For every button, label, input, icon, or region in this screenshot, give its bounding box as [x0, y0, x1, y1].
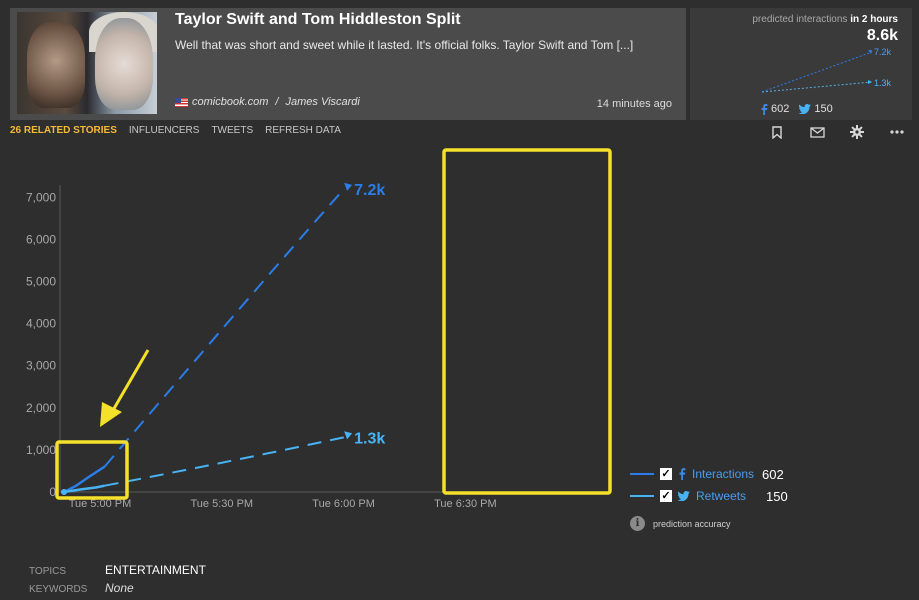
- legend-row-retweets[interactable]: ✓ Retweets 150: [630, 485, 788, 507]
- facebook-count: 602: [760, 103, 789, 115]
- mini-interactions-arrow: [868, 50, 872, 54]
- story-source: comicbook.com / James Viscardi: [175, 96, 360, 108]
- series-predicted-retweets: [104, 436, 345, 487]
- prediction-panel: predicted interactions in 2 hours 8.6k 7…: [690, 8, 912, 120]
- mini-interactions-label: 7.2k: [874, 47, 892, 57]
- tab-refresh-data[interactable]: REFRESH DATA: [265, 125, 341, 136]
- tab-related-stories[interactable]: 26 RELATED STORIES: [10, 125, 117, 136]
- series-end-arrow: [344, 182, 353, 191]
- x-tick-label: Tue 5:30 PM: [191, 498, 254, 510]
- twitter-icon: [678, 491, 690, 501]
- mini-retweets-label: 1.3k: [874, 78, 892, 88]
- prediction-label: predicted interactions in 2 hours: [752, 14, 898, 25]
- y-tick-label: 6,000: [26, 232, 56, 246]
- x-tick-label: Tue 5:00 PM: [69, 498, 132, 510]
- story-title[interactable]: Taylor Swift and Tom Hiddleston Split: [175, 11, 461, 28]
- legend-value-interactions: 602: [762, 466, 784, 482]
- prediction-counts: 602 150: [760, 103, 833, 115]
- more-icon[interactable]: [889, 124, 905, 140]
- mini-interactions-line: [761, 51, 873, 93]
- story-tabs: 26 RELATED STORIES INFLUENCERS TWEETS RE…: [10, 125, 341, 136]
- us-flag-icon: [175, 97, 188, 107]
- series-predicted-interactions: [103, 188, 345, 468]
- checkbox-icon[interactable]: ✓: [660, 468, 672, 480]
- annotation-arrow-head: [100, 402, 122, 427]
- facebook-icon: [679, 468, 686, 480]
- legend-line-interactions: [630, 473, 654, 475]
- y-tick-label: 3,000: [26, 359, 56, 373]
- series-end-arrow: [344, 431, 353, 440]
- x-tick-label: Tue 6:00 PM: [312, 498, 375, 510]
- y-tick-label: 0: [49, 485, 56, 499]
- y-tick-label: 1,000: [26, 443, 56, 457]
- legend-line-retweets: [630, 495, 654, 497]
- interactions-chart: 0 1,000 2,000 3,000 4,000 5,000 6,000 7,000 Tue …: [26, 148, 612, 510]
- y-tick-label: 5,000: [26, 275, 56, 289]
- y-tick-label: 7,000: [26, 190, 56, 204]
- meta-topics: TOPICS ENTERTAINMENT: [29, 563, 206, 581]
- info-icon[interactable]: i: [630, 516, 645, 531]
- highlight-box-prediction: [442, 148, 612, 495]
- mini-retweets-arrow: [868, 80, 872, 84]
- series-end-label: 1.3k: [354, 430, 385, 447]
- accuracy-label: prediction accuracy: [653, 518, 731, 529]
- series-end-label: 7.2k: [354, 182, 385, 199]
- mail-icon[interactable]: [809, 124, 825, 140]
- keywords-key: KEYWORDS: [29, 584, 88, 595]
- y-tick-label: 2,000: [26, 401, 56, 415]
- x-tick-label: Tue 6:30 PM: [434, 498, 497, 510]
- meta-keywords: KEYWORDS None: [29, 581, 206, 599]
- tab-influencers[interactable]: INFLUENCERS: [128, 125, 200, 136]
- gear-icon[interactable]: [849, 124, 865, 140]
- story-meta: TOPICS ENTERTAINMENT KEYWORDS None: [29, 563, 206, 599]
- series-actual-interactions: [63, 465, 106, 494]
- series-actual-retweets: [63, 484, 105, 494]
- story-thumbnail[interactable]: [17, 12, 157, 114]
- prediction-accuracy[interactable]: i prediction accuracy: [630, 516, 731, 531]
- story-card[interactable]: Taylor Swift and Tom Hiddleston Split We…: [10, 8, 686, 120]
- legend-name-interactions: Interactions: [692, 467, 755, 481]
- source-separator: /: [275, 96, 279, 108]
- mini-retweets-line: [761, 81, 873, 93]
- legend-value-retweets: 150: [766, 488, 788, 504]
- story-toolbar: [769, 124, 905, 140]
- highlight-box-actual: [55, 440, 129, 500]
- twitter-icon: [799, 104, 812, 114]
- story-time: 14 minutes ago: [596, 98, 672, 110]
- thumbnail-face-left: [27, 22, 85, 108]
- tab-tweets[interactable]: TWEETS: [211, 125, 254, 136]
- checkbox-icon[interactable]: ✓: [660, 490, 672, 502]
- topics-key: TOPICS: [29, 566, 67, 577]
- prediction-total: 8.6k: [866, 27, 898, 44]
- source-author[interactable]: James Viscardi: [285, 96, 360, 108]
- chart-legend: ✓ Interactions 602 ✓ Retweets 150: [630, 463, 788, 507]
- legend-name-retweets: Retweets: [696, 489, 747, 503]
- annotation-arrow-shaft: [110, 349, 150, 413]
- bookmark-icon[interactable]: [769, 124, 785, 140]
- topics-value[interactable]: ENTERTAINMENT: [105, 563, 206, 577]
- legend-row-interactions[interactable]: ✓ Interactions 602: [630, 463, 788, 485]
- twitter-count: 150: [799, 103, 833, 115]
- series-origin-point: [61, 489, 67, 495]
- thumbnail-face-right: [95, 18, 153, 110]
- keywords-value: None: [105, 581, 134, 595]
- facebook-icon: [761, 103, 768, 115]
- prediction-mini-chart: 7.2k 1.3k: [761, 47, 892, 93]
- source-domain[interactable]: comicbook.com: [192, 96, 269, 108]
- y-tick-label: 4,000: [26, 317, 56, 331]
- story-summary: Well that was short and sweet while it l…: [175, 38, 634, 52]
